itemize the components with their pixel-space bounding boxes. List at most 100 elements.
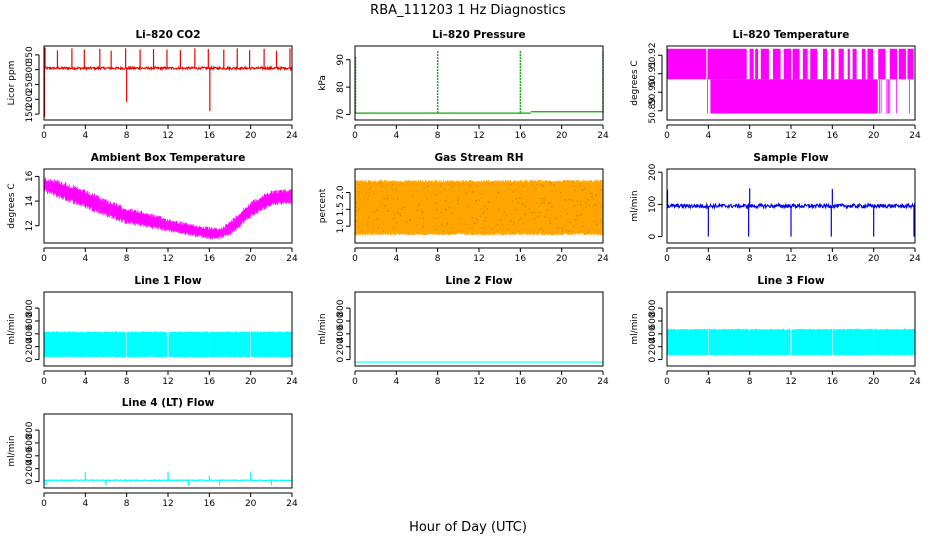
y-tick-label: 0 xyxy=(648,356,658,362)
y-tick-label: 800 xyxy=(336,299,346,316)
band-point xyxy=(480,227,483,230)
band-point xyxy=(512,191,514,193)
band-point xyxy=(550,183,553,185)
plot-frame xyxy=(43,413,293,489)
band-point xyxy=(422,218,424,220)
band-point xyxy=(536,183,538,186)
x-tick-label: 8 xyxy=(435,131,441,141)
band-point xyxy=(417,203,420,205)
panel-p2: Li–820 Pressure 0 4 8 12 16 20 24 70 80 90 kPa xyxy=(318,29,609,141)
band-point xyxy=(427,185,429,188)
band-point xyxy=(419,217,421,219)
band-point xyxy=(373,192,375,195)
band-point xyxy=(512,231,514,233)
band-point xyxy=(541,185,544,188)
band-point xyxy=(484,205,486,207)
band-point xyxy=(386,210,389,212)
band-point xyxy=(487,201,490,203)
band-point xyxy=(530,212,533,214)
band-point xyxy=(450,227,453,230)
band-point xyxy=(557,227,559,229)
x-tick-label: 12 xyxy=(785,131,796,141)
y-tick-label: 0 xyxy=(336,356,346,362)
band-point xyxy=(587,199,589,201)
x-tick-label: 16 xyxy=(515,377,527,387)
band-point xyxy=(400,214,402,217)
x-tick-label: 4 xyxy=(705,377,711,387)
y-tick-label: 300 xyxy=(25,61,35,78)
band-point xyxy=(423,187,425,190)
band-point xyxy=(399,213,401,215)
band-point xyxy=(559,191,561,194)
plot-data xyxy=(43,47,293,118)
band-point xyxy=(462,183,465,185)
band-mark xyxy=(802,48,808,80)
x-tick-label: 20 xyxy=(556,254,568,264)
x-tick-label: 24 xyxy=(909,254,921,264)
band-mark xyxy=(810,48,818,80)
x-tick-label: 16 xyxy=(515,131,527,141)
y-tick-label: 12 xyxy=(25,220,35,231)
band-mark xyxy=(749,48,754,80)
x-tick-label: 0 xyxy=(664,377,670,387)
band-point xyxy=(588,229,590,232)
band-point xyxy=(367,216,370,219)
band-point xyxy=(515,198,518,200)
band-point xyxy=(358,226,360,228)
band-point xyxy=(553,184,555,186)
x-tick-label: 20 xyxy=(245,499,257,509)
y-tick-label: 100 xyxy=(648,196,658,213)
plot-data xyxy=(43,471,293,486)
x-tick-label: 0 xyxy=(352,377,358,387)
x-tick-label: 4 xyxy=(82,254,88,264)
band-point xyxy=(392,217,395,220)
x-tick-label: 16 xyxy=(827,254,839,264)
panel-title: Line 2 Flow xyxy=(445,275,512,287)
band-point xyxy=(367,198,369,200)
x-tick-label: 12 xyxy=(473,131,484,141)
y-tick-label: 200 xyxy=(648,338,658,355)
x-tick-label: 8 xyxy=(747,254,753,264)
band-point xyxy=(373,224,375,226)
band-point xyxy=(543,200,546,202)
band-point xyxy=(458,184,460,187)
y-axis-label: ml/min xyxy=(7,313,17,344)
panel-title: Li–820 Temperature xyxy=(733,29,850,41)
band-point xyxy=(371,231,373,233)
band-point xyxy=(524,205,527,208)
band-point xyxy=(448,206,451,209)
x-tick-label: 20 xyxy=(868,131,880,141)
band-point xyxy=(533,218,536,221)
band-mark xyxy=(898,48,906,80)
band-point xyxy=(505,215,508,217)
y-tick-label: 0 xyxy=(25,356,35,362)
x-tick-label: 20 xyxy=(556,131,568,141)
band-point xyxy=(544,216,546,218)
band-point xyxy=(580,230,582,232)
band-point xyxy=(596,223,598,226)
band-point xyxy=(380,183,383,185)
series-line xyxy=(43,478,293,482)
band-point xyxy=(396,197,399,200)
band-point xyxy=(565,229,567,232)
band-point xyxy=(444,199,447,202)
band-point xyxy=(386,184,388,186)
band-mark xyxy=(838,48,844,80)
band-mark xyxy=(852,48,857,80)
band-point xyxy=(484,209,486,212)
band-point xyxy=(373,211,375,213)
band-point xyxy=(449,189,452,191)
band-point xyxy=(365,192,368,195)
band-point xyxy=(513,221,515,224)
x-tick-label: 0 xyxy=(41,131,47,141)
band-point xyxy=(561,230,564,232)
x-tick-label: 0 xyxy=(664,131,670,141)
y-tick-label: 200 xyxy=(648,163,658,180)
x-tick-label: 20 xyxy=(245,377,257,387)
x-tick-label: 24 xyxy=(286,499,298,509)
band-mark xyxy=(822,48,828,80)
band-point xyxy=(446,222,449,225)
band-point xyxy=(358,193,360,195)
band-point xyxy=(576,200,579,202)
